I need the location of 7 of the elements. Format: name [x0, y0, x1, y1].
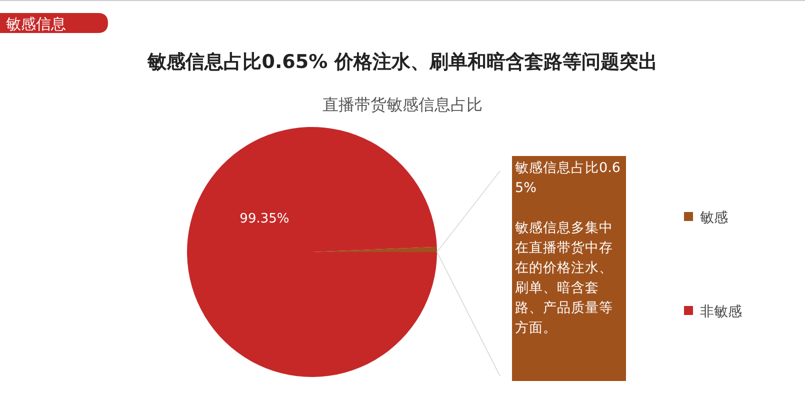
legend-label: 非敏感: [700, 304, 742, 320]
legend-label: 敏感: [700, 210, 728, 226]
chart-title: 敏感信息占比0.65% 价格注水、刷单和暗含套路等问题突出: [146, 51, 658, 73]
chart-subtitle: 直播带货敏感信息占比: [322, 95, 482, 114]
data-label: 99.35%: [240, 211, 290, 226]
text: 敏感信息占比0.65% 敏感信息多集中在直播带货中存在的价格注水、刷单、暗含套路、产品质量等方面。: [515, 160, 620, 336]
text: 敏感信息: [6, 15, 66, 33]
